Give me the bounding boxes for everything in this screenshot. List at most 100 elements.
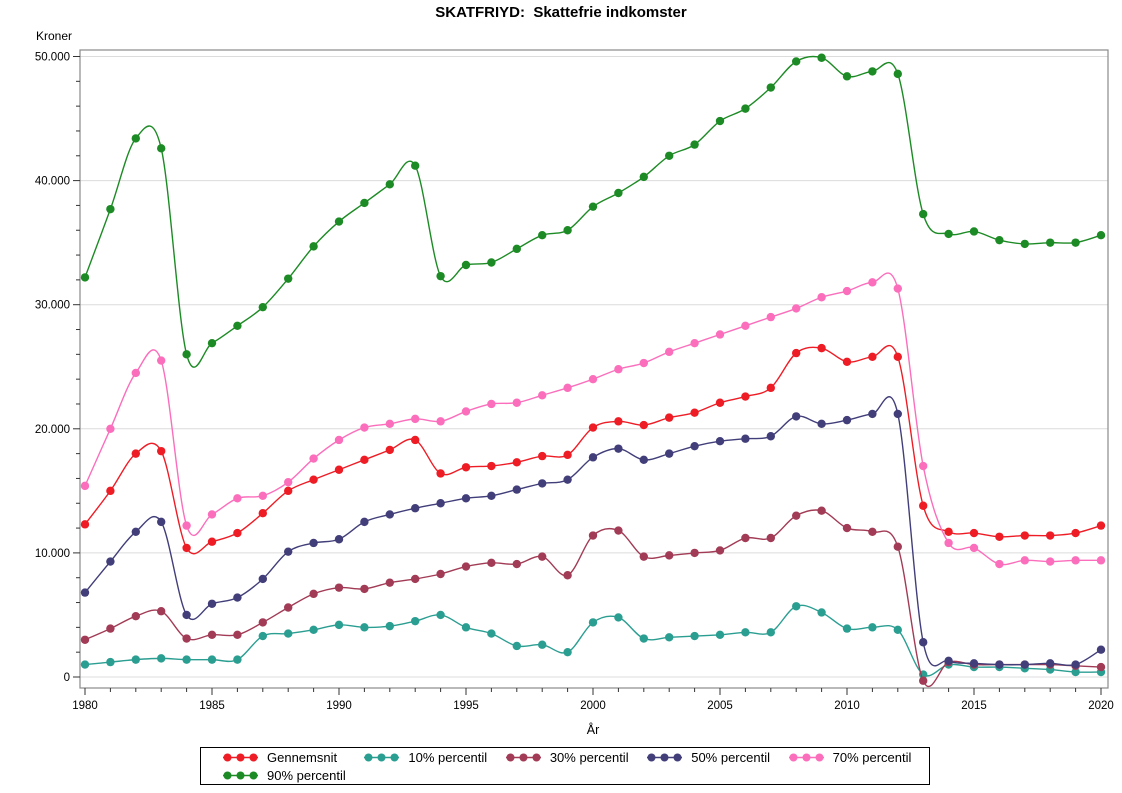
data-point-gennemsnit	[792, 348, 801, 358]
data-point-90-percentil	[995, 235, 1004, 245]
x-tick-label: 1985	[199, 700, 225, 712]
data-point-10-percentil	[512, 641, 521, 651]
data-point-30-percentil	[487, 558, 496, 568]
legend-item-70-percentil: 70% percentil	[788, 750, 929, 765]
data-point-10-percentil	[411, 616, 420, 626]
data-point-70-percentil	[80, 481, 90, 491]
data-point-70-percentil	[868, 278, 877, 287]
legend-marker-icon	[364, 753, 400, 761]
data-point-50-percentil	[106, 557, 115, 566]
data-point-gennemsnit	[639, 420, 648, 430]
data-point-70-percentil	[258, 491, 267, 501]
data-point-gennemsnit	[868, 352, 877, 362]
data-point-70-percentil	[893, 284, 902, 293]
data-point-30-percentil	[817, 506, 826, 515]
data-point-10-percentil	[792, 602, 801, 611]
data-point-50-percentil	[207, 599, 217, 608]
series-line-50-percentil	[84, 396, 1102, 667]
data-point-50-percentil	[817, 419, 826, 429]
data-point-gennemsnit	[131, 449, 140, 458]
data-point-70-percentil	[461, 407, 471, 416]
data-point-10-percentil	[334, 620, 344, 630]
data-point-10-percentil	[588, 618, 598, 627]
data-point-90-percentil	[766, 83, 775, 92]
data-point-50-percentil	[157, 517, 166, 527]
data-point-50-percentil	[411, 504, 420, 513]
legend-item-50-percentil: 50% percentil	[646, 750, 787, 765]
x-tick-label: 2010	[834, 700, 860, 712]
legend-row-1: Gennemsnit 10% percentil 30% percentil 50% …	[222, 748, 929, 766]
data-point-gennemsnit	[182, 543, 191, 553]
data-point-10-percentil	[258, 631, 267, 641]
data-point-90-percentil	[1046, 238, 1055, 247]
data-point-90-percentil	[157, 144, 166, 153]
data-point-50-percentil	[690, 441, 699, 451]
series-line-70-percentil	[84, 272, 1102, 566]
data-point-70-percentil	[487, 399, 496, 409]
data-point-70-percentil	[284, 477, 293, 487]
data-point-50-percentil	[614, 444, 623, 453]
data-point-gennemsnit	[360, 455, 369, 465]
data-point-90-percentil	[182, 350, 191, 359]
data-point-90-percentil	[944, 229, 953, 239]
data-point-50-percentil	[639, 455, 648, 465]
data-point-70-percentil	[817, 293, 826, 302]
data-point-50-percentil	[969, 659, 979, 668]
data-point-70-percentil	[563, 383, 572, 393]
data-point-30-percentil	[766, 533, 775, 543]
legend-label: 70% percentil	[832, 749, 912, 765]
data-point-70-percentil	[385, 419, 394, 429]
data-point-50-percentil	[741, 434, 750, 443]
data-point-90-percentil	[487, 258, 496, 267]
data-point-70-percentil	[842, 286, 852, 296]
data-point-30-percentil	[1096, 662, 1106, 672]
data-point-50-percentil	[284, 547, 293, 556]
data-point-gennemsnit	[207, 537, 217, 546]
data-point-50-percentil	[80, 588, 90, 597]
y-tick-label: 40.000	[35, 176, 70, 188]
data-point-10-percentil	[538, 640, 547, 649]
data-point-70-percentil	[639, 358, 648, 368]
y-tick-label: 50.000	[35, 52, 70, 64]
x-tick-label: 2015	[961, 700, 987, 712]
data-point-70-percentil	[792, 304, 801, 313]
data-point-70-percentil	[766, 312, 775, 322]
data-point-10-percentil	[715, 630, 725, 640]
data-point-gennemsnit	[538, 451, 547, 461]
data-point-10-percentil	[436, 610, 445, 620]
data-point-70-percentil	[512, 398, 521, 407]
data-point-50-percentil	[334, 535, 344, 544]
data-point-70-percentil	[588, 374, 598, 384]
data-point-50-percentil	[512, 485, 521, 494]
data-point-70-percentil	[233, 494, 242, 503]
data-point-70-percentil	[919, 461, 928, 471]
data-point-70-percentil	[1046, 557, 1055, 566]
x-tick-label: 2005	[707, 700, 733, 712]
legend-label: 10% percentil	[408, 749, 488, 765]
data-point-90-percentil	[1096, 231, 1106, 240]
y-tick-label: 30.000	[35, 300, 70, 312]
data-point-10-percentil	[207, 655, 217, 664]
data-point-10-percentil	[1071, 667, 1080, 677]
data-point-10-percentil	[284, 629, 293, 638]
legend-row-2: 90% percentil	[222, 766, 929, 784]
data-point-70-percentil	[538, 391, 547, 400]
data-point-50-percentil	[588, 453, 598, 462]
chart-title: SKATFRIYD: Skattefrie indkomster	[435, 4, 687, 21]
legend-marker-icon	[223, 771, 258, 779]
data-point-gennemsnit	[715, 398, 725, 407]
data-point-gennemsnit	[258, 508, 267, 518]
data-point-30-percentil	[80, 635, 90, 644]
data-point-30-percentil	[588, 531, 598, 540]
data-point-90-percentil	[1071, 238, 1080, 247]
data-point-gennemsnit	[106, 486, 115, 496]
data-point-10-percentil	[665, 633, 674, 642]
data-point-30-percentil	[157, 607, 166, 616]
legend: Gennemsnit 10% percentil 30% percentil 50% …	[200, 747, 930, 785]
x-tick-label: 2000	[580, 700, 606, 712]
data-point-gennemsnit	[741, 392, 750, 401]
series-line-90-percentil	[84, 55, 1102, 368]
data-point-10-percentil	[157, 654, 166, 663]
data-point-10-percentil	[385, 621, 394, 631]
data-point-50-percentil	[715, 437, 725, 446]
